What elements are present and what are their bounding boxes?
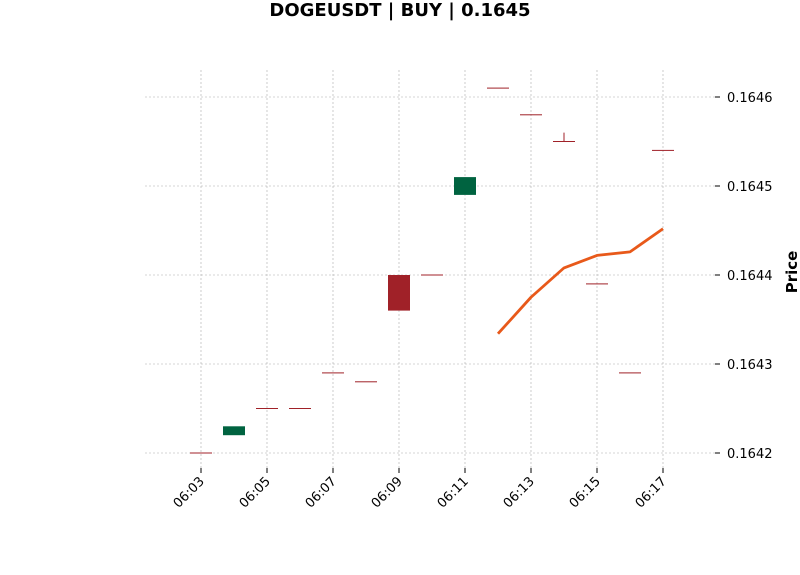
candle xyxy=(454,177,476,195)
x-tick-label: 06:15 xyxy=(567,474,604,511)
candle-body xyxy=(454,177,476,195)
y-tick-label: 0.1642 xyxy=(727,447,773,462)
y-tick-label: 0.1645 xyxy=(727,180,773,195)
candle-body xyxy=(256,408,278,409)
y-tick-label: 0.1646 xyxy=(727,91,773,106)
line-series xyxy=(496,227,664,335)
candle-body xyxy=(586,283,608,285)
candle-body xyxy=(322,372,344,374)
y-axis-label: Price xyxy=(783,251,800,294)
candle xyxy=(289,408,311,409)
candle xyxy=(553,132,575,142)
candle xyxy=(355,381,377,383)
candle-body xyxy=(190,452,212,454)
candle xyxy=(223,426,245,436)
x-tick-label: 06:11 xyxy=(435,474,472,511)
candle-body xyxy=(289,408,311,409)
candle xyxy=(520,114,542,116)
candle xyxy=(190,452,212,454)
chart-title: DOGEUSDT | BUY | 0.1645 xyxy=(269,0,531,21)
x-tick-label: 06:05 xyxy=(237,474,274,511)
candle-body xyxy=(553,141,575,142)
x-tick-label: 06:13 xyxy=(501,474,538,511)
x-axis: 06:03 06:05 06:07 06:09 06:11 06:13 06:15 06:17 xyxy=(171,468,670,511)
candle-body xyxy=(388,275,410,311)
candle xyxy=(586,283,608,285)
y-tick-label: 0.1644 xyxy=(727,269,773,284)
x-tick-label: 06:09 xyxy=(369,474,406,511)
candle-body xyxy=(619,372,641,374)
candle-body xyxy=(355,381,377,383)
candle-body xyxy=(421,274,443,276)
candle-body xyxy=(520,114,542,116)
candle-body xyxy=(487,87,509,89)
y-tick-label: 0.1643 xyxy=(727,358,773,373)
candles xyxy=(190,87,674,454)
candle-body xyxy=(652,149,674,151)
candle-body xyxy=(223,426,245,436)
candle xyxy=(619,372,641,374)
candle xyxy=(256,408,278,409)
candle xyxy=(487,87,509,89)
x-tick-label: 06:17 xyxy=(633,474,670,511)
price-line xyxy=(496,227,664,335)
x-tick-label: 06:03 xyxy=(171,474,208,511)
candle xyxy=(652,149,674,151)
candle xyxy=(322,372,344,374)
grid xyxy=(145,70,715,468)
candle xyxy=(388,275,410,311)
candle xyxy=(421,274,443,276)
y-axis: 0.1642 0.1643 0.1644 0.1645 0.1646 xyxy=(715,91,773,462)
x-tick-label: 06:07 xyxy=(303,474,340,511)
